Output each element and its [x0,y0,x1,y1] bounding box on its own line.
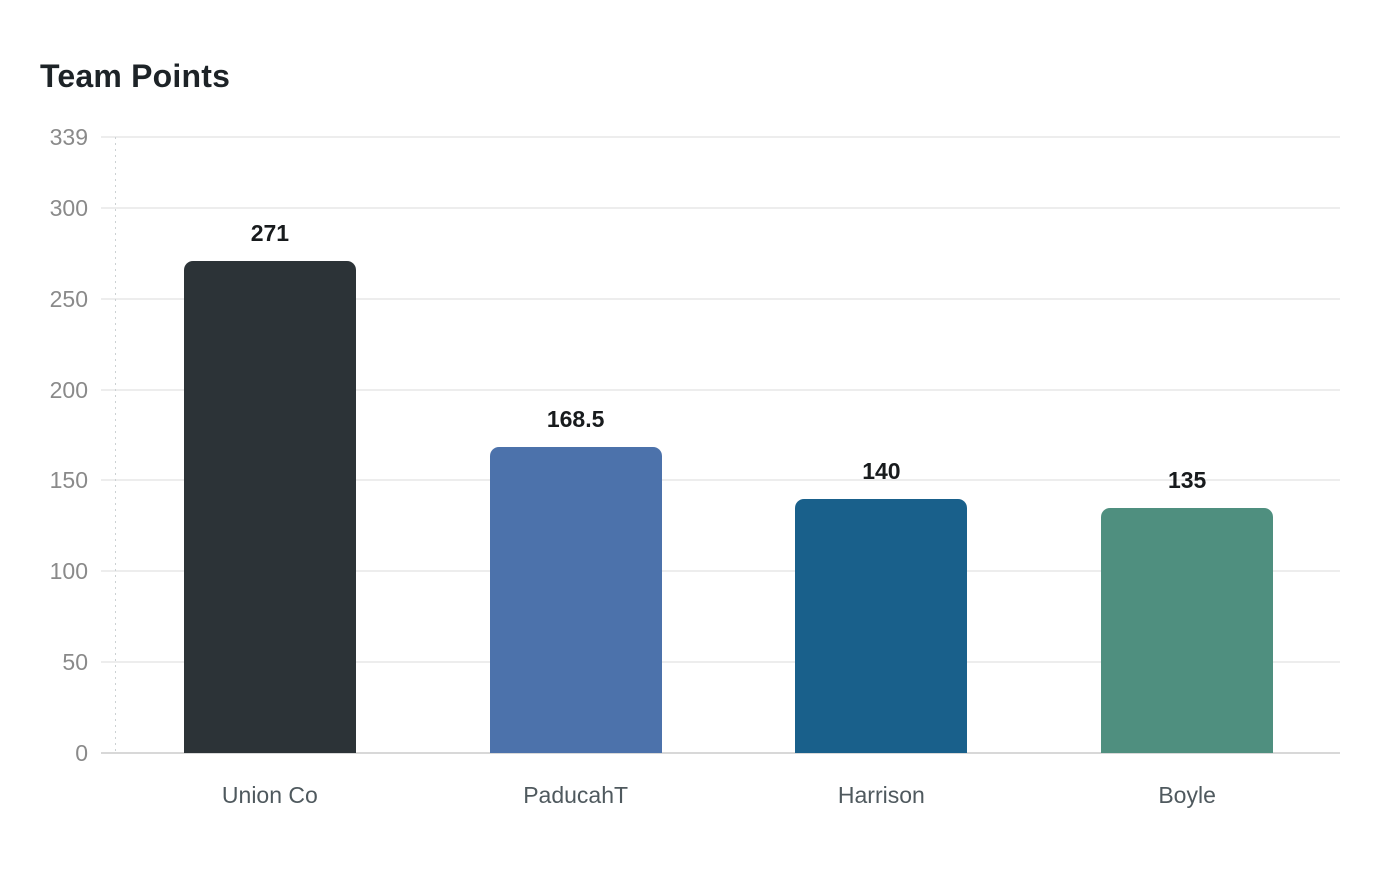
bar-value-label: 168.5 [546,405,605,432]
gridline-300 [101,206,1340,209]
gridline-100 [101,570,1340,573]
bar-harrison[interactable] [795,498,968,753]
y-tick-label: 100 [49,558,88,585]
y-tick-label: 200 [49,376,88,403]
gridline-250 [101,297,1340,300]
gridline-50 [101,661,1340,664]
x-axis-line [101,752,1340,754]
gridline-150 [101,479,1340,482]
bar-paducaht[interactable] [489,446,662,753]
bar-boyle[interactable] [1101,507,1274,753]
y-tick-label: 300 [49,194,88,221]
y-tick-label: 50 [62,649,88,676]
y-tick-label: 250 [49,285,88,312]
bar-value-label: 140 [862,457,901,484]
x-axis-label: Boyle [1158,782,1216,808]
bar-value-label: 271 [250,219,290,246]
x-axis-label: Harrison [837,782,925,808]
chart-title: Team Points [40,58,231,94]
x-axis-label: PaducahT [523,782,629,808]
y-axis-line [115,137,116,753]
gridline-200 [101,388,1340,391]
bar-union-co[interactable] [183,260,356,753]
y-tick-label: 0 [75,740,88,766]
y-tick-label: 150 [49,467,88,494]
y-tick-label: 339 [49,124,88,150]
bar-value-label: 135 [1167,466,1207,493]
x-axis-label: Union Co [221,782,318,808]
gridline-339 [101,136,1340,138]
